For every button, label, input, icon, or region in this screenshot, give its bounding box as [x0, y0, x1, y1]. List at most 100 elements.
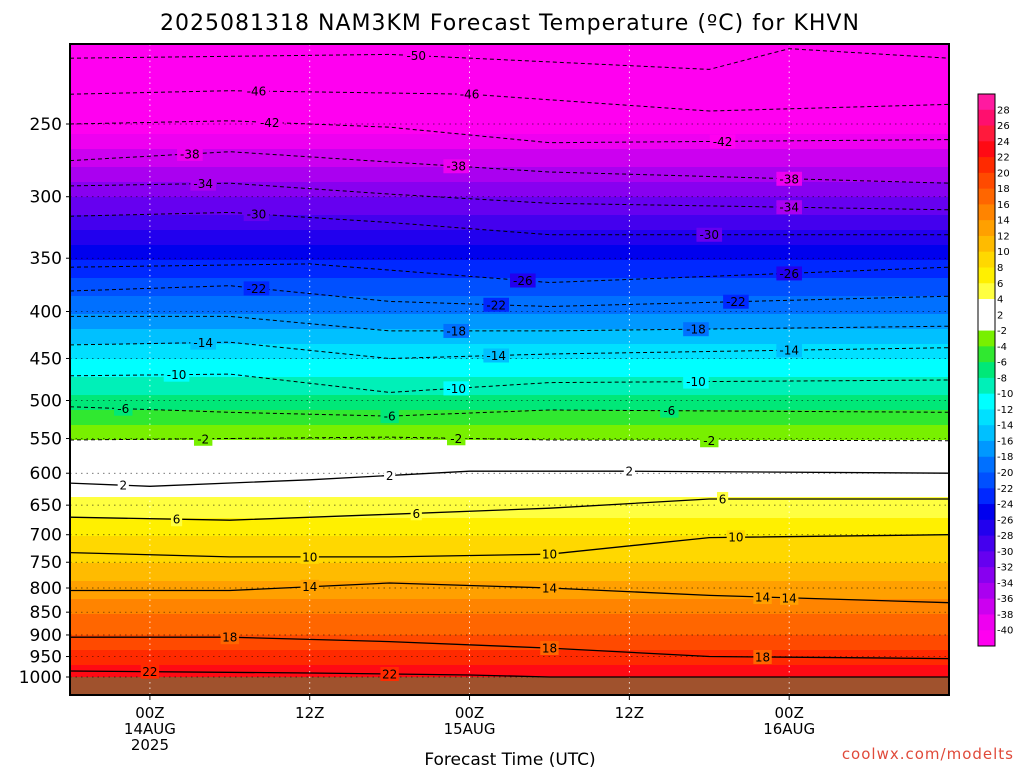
temperature-band — [70, 473, 949, 477]
contour-label: -34 — [779, 201, 799, 215]
colorbar-label: 2 — [997, 310, 1003, 321]
temperature-band — [70, 116, 949, 120]
colorbar-swatch — [978, 425, 995, 442]
temperature-band — [70, 359, 949, 363]
temperature-band — [70, 500, 949, 504]
temperature-band — [70, 431, 949, 435]
colorbar-swatch — [978, 535, 995, 552]
contour-label: -26 — [513, 274, 533, 288]
y-tick-label: 500 — [30, 392, 62, 412]
temperature-band — [70, 107, 949, 111]
contour-label: 22 — [142, 665, 157, 679]
contour-label-bg — [190, 176, 216, 191]
temperature-band — [70, 155, 949, 159]
temperature-band — [70, 494, 949, 498]
temperature-band — [70, 182, 949, 186]
temperature-band — [70, 662, 949, 666]
colorbar-label: -30 — [997, 547, 1013, 558]
contour-label-bg — [709, 134, 736, 149]
temperature-band — [70, 329, 949, 333]
temperature-band — [70, 281, 949, 285]
colorbar-swatch — [978, 630, 995, 647]
temperature-band — [70, 50, 949, 54]
temperature-band — [70, 239, 949, 243]
isotherm-14 — [70, 582, 949, 604]
contour-label: -46 — [460, 88, 480, 102]
temperature-band — [70, 263, 949, 267]
pressure-axis: 250 300 350 400 450 500 550 600 650 700 750 800 850 9… — [19, 115, 70, 688]
temperature-band — [70, 110, 949, 114]
colorbar-swatch — [978, 299, 995, 316]
temperature-band — [70, 260, 949, 264]
colorbar-swatch — [978, 172, 995, 190]
temperature-band — [70, 584, 949, 588]
contour-label: 18 — [222, 631, 237, 645]
temperature-band — [70, 125, 949, 129]
temperature-band — [70, 113, 949, 117]
temperature-band — [70, 536, 949, 540]
contour-label: 14 — [782, 591, 797, 605]
temperature-band — [70, 632, 949, 636]
temperature-band — [70, 323, 949, 327]
temperature-band — [70, 206, 949, 210]
x-tick-label: 12Z — [295, 704, 324, 722]
contour-label-bg — [776, 171, 802, 186]
temperature-band — [70, 203, 949, 207]
colorbar-label: 10 — [997, 247, 1010, 258]
isotherm-minus42 — [70, 120, 949, 144]
temperature-band — [70, 587, 949, 591]
temperature-band — [70, 146, 949, 150]
temperature-band — [70, 254, 949, 258]
temperature-band — [70, 509, 949, 513]
temperature-band — [70, 620, 949, 624]
temperature-band — [70, 596, 949, 600]
temperature-band — [70, 53, 949, 57]
temperature-band — [70, 314, 949, 318]
colorbar-label: 28 — [997, 105, 1010, 116]
contour-label: -6 — [663, 404, 675, 418]
temperature-band — [70, 383, 949, 387]
isotherm-6 — [70, 498, 949, 521]
temperature-band — [70, 278, 949, 282]
contour-label: -50 — [406, 49, 426, 63]
contour-label: 10 — [302, 550, 317, 564]
temperature-band — [70, 608, 949, 612]
contour-label-bg — [403, 48, 430, 63]
contour-label: -10 — [167, 368, 187, 382]
temperature-band — [70, 143, 949, 147]
contour-label: -38 — [779, 172, 799, 186]
contour-label: -38 — [180, 147, 200, 161]
colorbar-label: -40 — [997, 626, 1013, 637]
temperature-band — [70, 593, 949, 597]
temperature-band — [70, 296, 949, 300]
y-tick-label: 400 — [30, 302, 62, 322]
temperature-band — [70, 227, 949, 231]
contour-label-bg — [300, 579, 319, 594]
colorbar-label: -28 — [997, 531, 1013, 542]
temperature-band — [70, 131, 949, 135]
temperature-band — [70, 590, 949, 594]
temperature-band — [70, 80, 949, 84]
y-tick-label: 800 — [30, 579, 62, 599]
contour-label: 14 — [302, 580, 317, 594]
temperature-band — [70, 401, 949, 405]
isotherm-minus18 — [70, 315, 949, 332]
colorbar-swatch — [978, 598, 995, 615]
temperature-band — [70, 287, 949, 291]
contour-label-bg — [776, 266, 802, 281]
contour-label-bg — [753, 650, 772, 665]
colorbar-swatch — [978, 125, 995, 142]
contour-label-bg — [623, 464, 635, 479]
temperature-band — [70, 518, 949, 522]
colorbar-swatch — [978, 188, 995, 205]
temperature-band — [70, 512, 949, 516]
contour-label-bg — [447, 431, 466, 446]
temperature-band — [70, 89, 949, 93]
contour-label-bg — [177, 146, 203, 161]
colorbar-label: -16 — [997, 436, 1013, 447]
temperature-band — [70, 164, 949, 168]
contour-label: 18 — [542, 642, 557, 656]
colorbar-swatch — [978, 456, 995, 474]
contour-label-bg — [683, 374, 709, 389]
temperature-band — [70, 212, 949, 216]
